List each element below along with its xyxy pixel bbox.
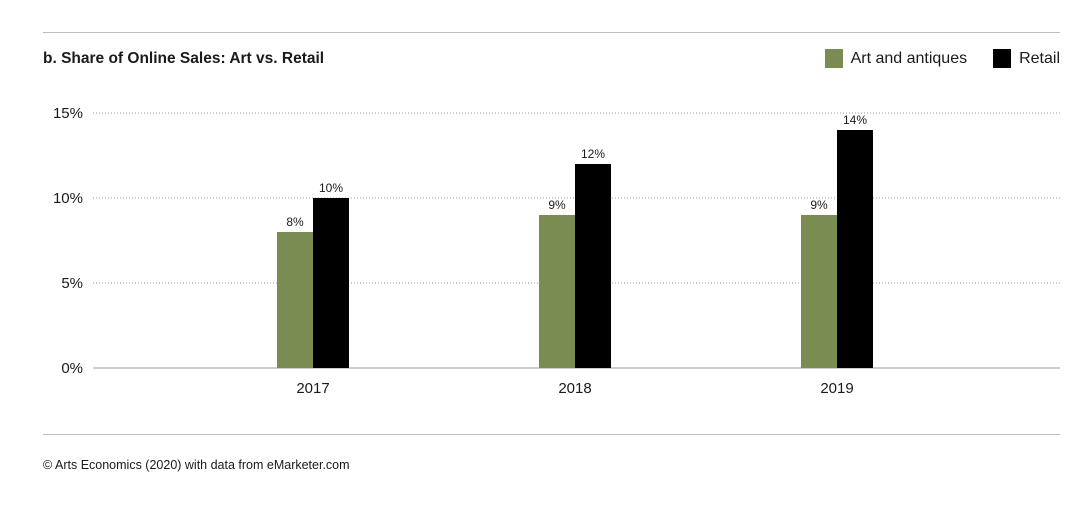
x-tick-label-2018: 2018 [558, 380, 591, 397]
y-tick-label-0: 0% [61, 360, 83, 377]
x-tick-label-2017: 2017 [296, 380, 329, 397]
data-label-retail-2017: 10% [319, 181, 343, 195]
chart-title: b. Share of Online Sales: Art vs. Retail [43, 50, 325, 67]
bar-retail-2017 [313, 198, 349, 368]
y-tick-label-15: 15% [53, 105, 83, 122]
legend-swatch-retail [993, 49, 1012, 68]
legend-swatch-art [824, 49, 843, 68]
top-rule [43, 32, 1060, 33]
x-tick-label-2019: 2019 [820, 380, 853, 397]
bar-art-2017 [277, 232, 313, 368]
bar-retail-2019 [837, 130, 873, 368]
source-note: © Arts Economics (2020) with data from e… [43, 458, 350, 472]
data-label-retail-2018: 12% [581, 147, 605, 161]
data-label-retail-2019: 14% [843, 113, 867, 127]
bottom-rule [43, 434, 1060, 435]
y-tick-label-10: 10% [53, 190, 83, 207]
legend-label-art: Art and antiques [850, 49, 968, 67]
bar-retail-2018 [575, 164, 611, 368]
y-tick-label-5: 5% [61, 275, 83, 292]
bar-art-2019 [801, 215, 837, 368]
legend-item-retail: Retail [993, 49, 1060, 68]
legend: Art and antiques Retail [799, 49, 1060, 68]
data-label-art-2017: 8% [286, 215, 304, 229]
data-label-art-2018: 9% [548, 198, 566, 212]
legend-item-art: Art and antiques [824, 49, 968, 68]
legend-label-retail: Retail [1019, 49, 1060, 67]
bar-art-2018 [539, 215, 575, 368]
data-label-art-2019: 9% [810, 198, 828, 212]
